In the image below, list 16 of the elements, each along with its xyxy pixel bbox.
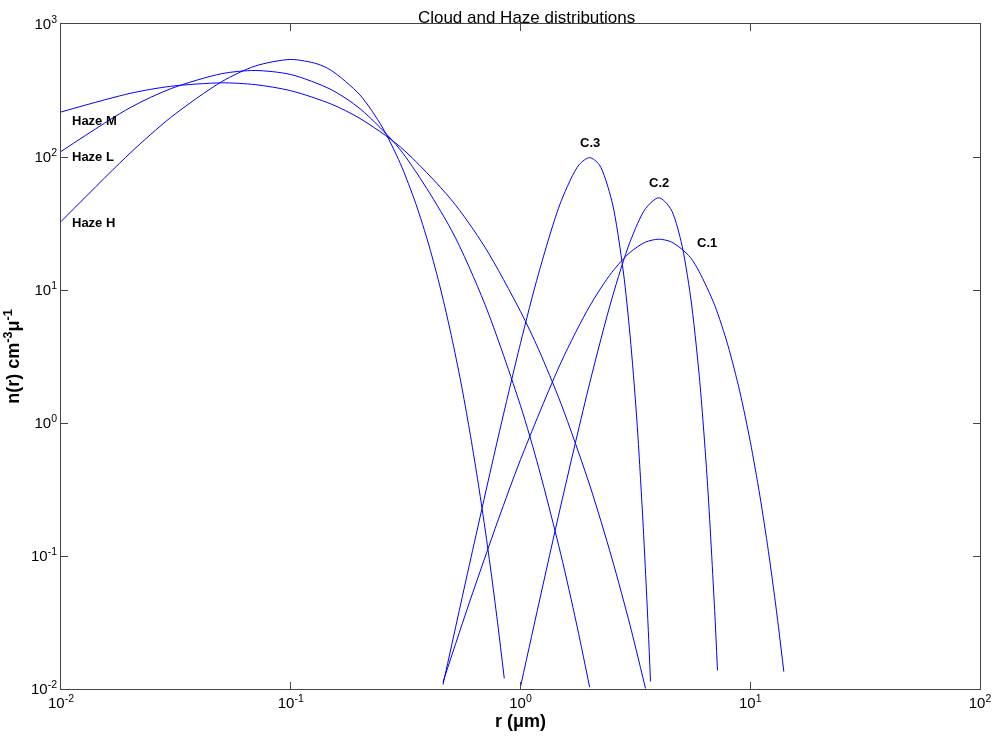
series-label: C.2 (649, 175, 670, 190)
series-label: Haze H (72, 215, 116, 230)
y-tick-label: 10$^{-1}$ (30, 544, 58, 565)
x-tick-label: 10$^{0}$ (509, 691, 532, 711)
series-label: Haze L (72, 149, 114, 164)
y-tick-label: 10$^{3}$ (34, 12, 58, 33)
x-axis-title: r (μm) (494, 711, 547, 731)
y-tick-label: 10$^{1}$ (34, 278, 58, 299)
y-tick-label: 10$^{0}$ (34, 411, 58, 432)
series-label: C.3 (580, 135, 601, 150)
x-tick-label: 10$^{2}$ (968, 691, 992, 711)
x-tick-label: 10$^{1}$ (738, 691, 762, 711)
chart-title: Cloud and Haze distributions (417, 8, 636, 28)
series-label: C.1 (697, 235, 718, 250)
x-tick-label: 10$^{-1}$ (277, 691, 304, 711)
y-tick-label: 10$^{2}$ (34, 145, 58, 166)
